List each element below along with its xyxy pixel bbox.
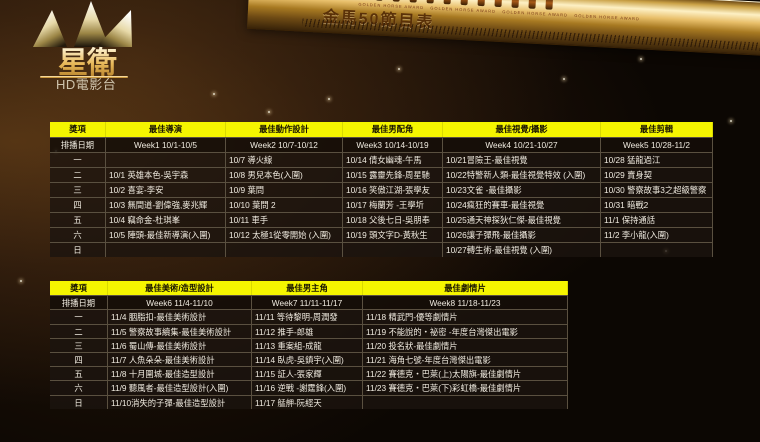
svg-text:星衛: 星衛	[58, 47, 117, 80]
svg-text:HD電影台: HD電影台	[56, 77, 116, 90]
